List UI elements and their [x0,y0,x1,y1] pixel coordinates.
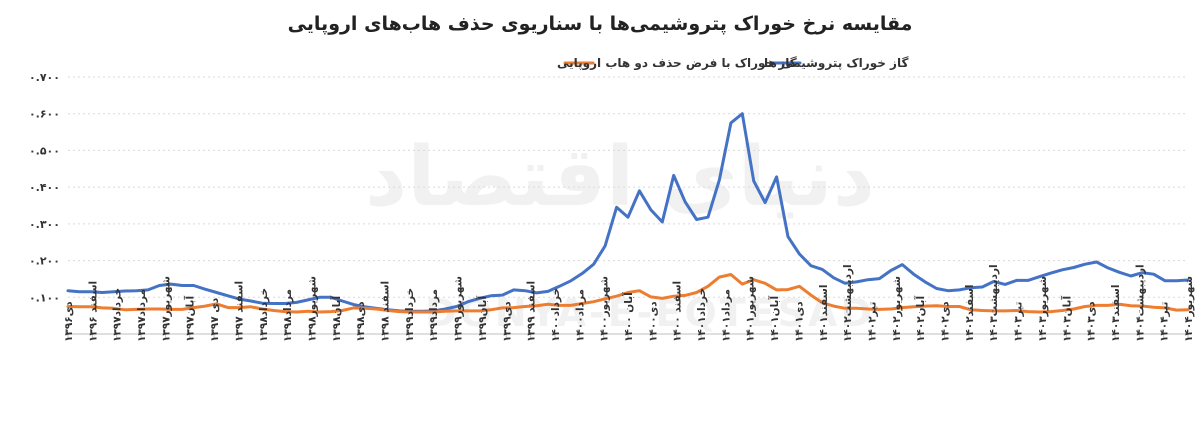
x-tick-label: شهریور۱۴۰۲ [891,276,903,342]
x-tick-label: تیر۱۴۰۳ [1013,302,1025,342]
y-tick-label: ۰.۳۰۰ [29,218,60,231]
x-tick-label: آبان۱۴۰۱ [768,296,781,342]
x-tick-label: شهریور۱۳۹۷ [160,276,172,342]
x-tick-label: اسفند ۱۳۹۶ [87,281,99,342]
x-tick-label: دی۱۴۰۳ [1086,301,1098,342]
x-tick-label: اسفند ۱۳۹۸ [380,281,392,342]
x-tick-label: خرداد۱۳۹۷ [112,288,124,342]
x-tick-label: آبان۱۴۰۳ [1060,296,1073,342]
x-tick-label: اردیبهشت۱۴۰۳ [988,264,1000,342]
x-tick-label: تیر۱۴۰۴ [1159,302,1171,342]
x-tick-label: دی۱۳۹۸ [355,301,367,342]
x-tick-label: اسفند ۱۴۰۰ [672,281,684,342]
x-tick-label: آبان۱۳۹۸ [330,296,343,342]
legend-label-feed-gas: گاز خوراک پتروشیمی ها [764,56,908,71]
x-tick-label: اردیبهشت۱۴۰۲ [842,264,854,342]
gridlines [68,76,1188,298]
x-tick-label: آبان۱۳۹۹ [476,296,489,342]
y-tick-label: ۰.۵۰۰ [29,144,60,157]
x-tick-label: دی ۱۳۹۷ [209,297,221,342]
x-tick-label: آبان۱۴۰۲ [914,296,927,342]
x-tick-label: اسفند۱۴۰۳ [1110,285,1122,342]
series-lines [66,112,1190,314]
y-tick-label: ۰.۷۰۰ [29,71,60,84]
legend-label-no-euro-hubs: گاز خوراک با فرض حذف دو هاب اروپایی [557,56,797,71]
x-tick-label: شهریور۱۳۹۹ [453,276,465,342]
x-tick-label: دی۱۴۰۲ [940,301,952,342]
y-tick-label: ۰.۴۰۰ [29,181,60,194]
x-tick-label: مرداد۱۴۰۱ [720,289,732,342]
x-tick-label: دی۱۴۰۱ [793,301,805,342]
x-tick-label: مرداد۱۳۹۷ [136,289,148,342]
x-tick-label: دی۱۳۹۹ [501,301,513,342]
x-tick-label: اسفند ۱۳۹۷ [233,281,245,342]
legend: گاز خوراک پتروشیمی ها گاز خوراک با فرض ح… [557,56,908,71]
y-tick-label: ۰.۲۰۰ [29,255,60,268]
x-tick-label: شهریور۱۳۹۸ [306,276,318,342]
x-tick-label: شهریور۱۴۰۱ [745,276,757,342]
x-tick-label: مرداد۱۳۹۸ [282,289,294,342]
x-tick-label: آبان ۱۴۰۰ [622,292,635,342]
y-axis-ticks: ۰.۷۰۰ ۰.۶۰۰ ۰.۵۰۰ ۰.۴۰۰ ۰.۳۰۰ ۰.۲۰۰ ۰.۱۰۰ [29,71,60,304]
x-axis-ticks: دی۱۳۹۶ اسفند ۱۳۹۶ خرداد۱۳۹۷ مرداد۱۳۹۷ شهریور… [63,264,1195,342]
y-tick-label: ۰.۶۰۰ [29,108,60,121]
x-tick-label: شهریور۱۴۰۳ [1037,276,1049,342]
x-tick-label: تیر۱۴۰۲ [866,302,878,342]
x-tick-label: اسفند ۱۳۹۹ [526,281,538,342]
x-tick-label: خرداد۱۴۰۱ [696,288,708,342]
watermark-latin: DONYA-E-EQTESAD [425,291,875,335]
x-tick-label: شهریور۱۴۰۰ [599,276,611,342]
x-tick-label: آبان۱۳۹۷ [184,296,197,342]
x-tick-label: خرداد۱۳۹۸ [258,288,270,342]
series-line-feed-gas [66,112,1190,313]
x-tick-label: اسفند۱۴۰۱ [818,285,830,342]
x-tick-label: خرداد۱۴۰۰ [550,288,562,342]
y-tick-label: ۰.۱۰۰ [29,291,60,304]
x-tick-label: اسفند۱۴۰۲ [964,285,976,342]
x-tick-label: دی۱۴۰۰ [647,301,659,342]
x-tick-label: دی۱۳۹۶ [63,301,75,342]
chart-title: مقایسه نرخ خوراک پتروشیمی‌ها با سناریوی … [288,13,913,35]
x-tick-label: شهریور۱۴۰۴ [1183,276,1195,342]
series-line-no-euro-hubs [66,273,1190,314]
x-tick-label: اردیبهشت۱۴۰۴ [1134,264,1146,342]
x-tick-label: مرداد۱۴۰۰ [574,289,586,342]
x-tick-label: مرداد۱۳۹۹ [428,289,440,342]
x-tick-label: خرداد۱۳۹۹ [404,288,416,342]
